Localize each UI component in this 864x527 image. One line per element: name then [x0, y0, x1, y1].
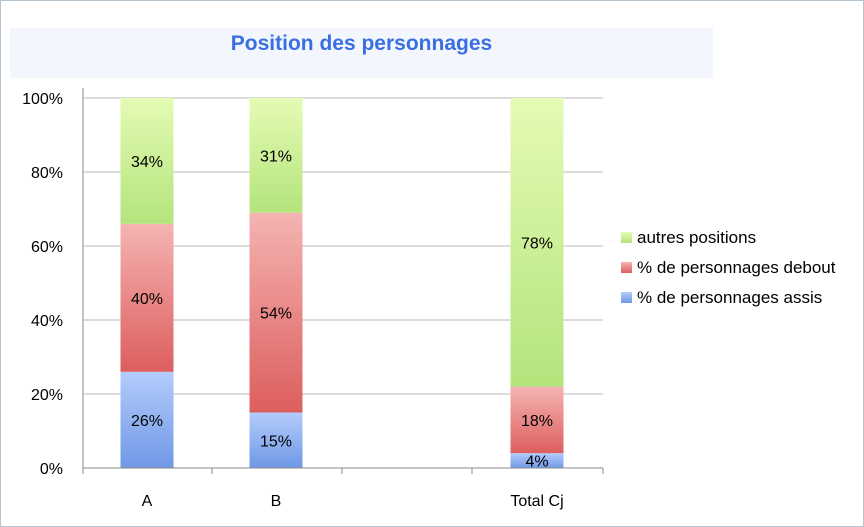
data-label: 40% [131, 291, 163, 308]
data-label: 54% [260, 306, 292, 323]
x-tick-label: B [271, 493, 282, 510]
legend-label: % de personnages assis [637, 288, 822, 307]
bar-segment [249, 212, 303, 413]
legend-swatch [621, 262, 632, 273]
bar-segment [120, 98, 174, 224]
x-tick-label: A [142, 493, 153, 510]
y-tick-label: 0% [40, 461, 63, 478]
data-label: 15% [260, 433, 292, 450]
data-label: 18% [521, 413, 553, 430]
legend-label: % de personnages debout [637, 258, 836, 277]
x-tick-label: Total Cj [510, 493, 563, 510]
bar-segment [249, 98, 303, 213]
y-tick-label: 100% [22, 91, 63, 108]
data-label: 31% [260, 148, 292, 165]
bar-segment [120, 223, 174, 372]
legend-swatch [621, 292, 632, 303]
bar-segment [510, 453, 564, 468]
y-tick-label: 80% [31, 165, 63, 182]
legend-swatch [621, 232, 632, 243]
data-label: 4% [525, 454, 548, 471]
bar-segment [249, 412, 303, 468]
y-tick-label: 20% [31, 387, 63, 404]
data-label: 26% [131, 413, 163, 430]
chart-title: Position des personnages [230, 32, 493, 55]
y-tick-label: 40% [31, 313, 63, 330]
bar-segment [510, 98, 564, 387]
bar-segment [120, 371, 174, 468]
legend-label: autres positions [637, 228, 756, 247]
title-band [10, 28, 713, 78]
data-label: 34% [131, 154, 163, 171]
bar-segment [510, 386, 564, 454]
data-label: 78% [521, 235, 553, 252]
y-tick-label: 60% [31, 239, 63, 256]
